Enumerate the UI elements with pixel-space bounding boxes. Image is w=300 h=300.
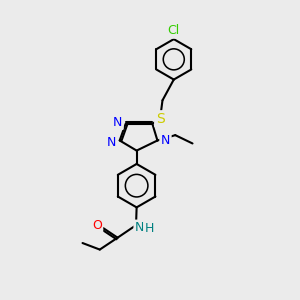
Text: O: O: [92, 219, 102, 232]
Text: N: N: [107, 136, 116, 149]
Text: H: H: [145, 222, 154, 235]
Text: N: N: [135, 221, 144, 234]
Text: S: S: [156, 112, 164, 126]
Text: N: N: [161, 134, 170, 147]
Text: N: N: [113, 116, 122, 129]
Text: Cl: Cl: [168, 24, 180, 37]
